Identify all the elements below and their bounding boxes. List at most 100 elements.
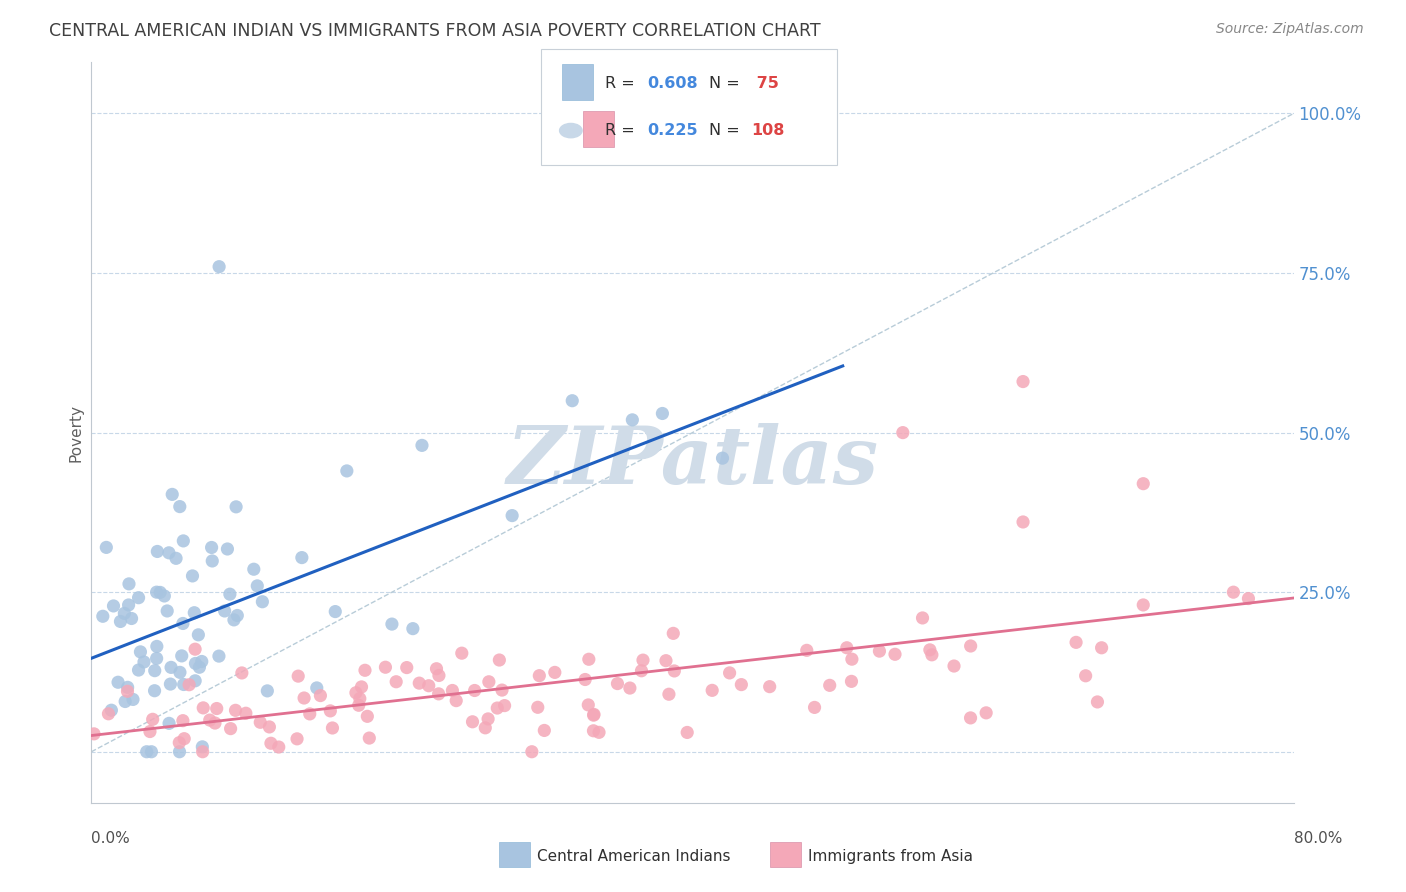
Point [491,683,513,698]
Text: Central American Indians: Central American Indians [537,849,731,863]
Point [974,706,997,720]
Point [1091,640,1114,655]
Point [494,698,516,713]
Point [576,698,599,712]
Point [141,745,163,759]
Point [578,652,600,666]
Point [631,653,654,667]
Point [441,683,464,698]
Point [198,713,221,727]
Point [350,680,373,694]
Point [143,683,166,698]
Point [911,611,934,625]
Point [128,591,150,605]
Point [170,648,193,663]
Point [139,724,162,739]
Point [520,745,543,759]
Point [803,700,825,714]
Point [114,694,136,708]
Point [208,649,231,664]
Point [711,451,734,466]
Point [868,644,890,658]
Point [172,533,194,548]
Text: 0.225: 0.225 [647,123,697,138]
Point [219,722,242,736]
Point [145,651,167,665]
Text: 80.0%: 80.0% [1295,831,1343,846]
Point [153,589,176,603]
Point [621,413,644,427]
Point [526,700,548,714]
Text: 108: 108 [751,123,785,138]
Point [630,664,652,678]
Point [891,425,914,440]
Y-axis label: Poverty: Poverty [67,403,83,462]
Point [177,678,200,692]
Point [256,684,278,698]
Point [172,616,194,631]
Point [287,669,309,683]
Point [149,585,172,599]
Point [1132,476,1154,491]
Point [204,716,226,731]
Point [818,678,841,692]
Point [959,711,981,725]
Point [488,653,510,667]
Point [321,721,343,735]
Point [184,673,207,688]
Point [529,668,551,682]
Point [146,640,169,654]
Point [835,640,858,655]
Point [619,681,641,695]
Point [129,645,152,659]
Point [1074,669,1097,683]
Point [718,665,741,680]
Point [411,438,433,452]
Point [225,703,247,717]
Point [1012,375,1035,389]
Point [943,659,966,673]
Point [702,683,724,698]
Point [959,639,981,653]
Point [100,703,122,717]
Text: Immigrants from Asia: Immigrants from Asia [808,849,973,863]
Point [349,691,371,706]
Point [222,613,245,627]
Point [188,660,211,674]
Point [191,745,214,759]
Point [246,579,269,593]
Point [544,665,567,680]
Text: ZIPatlas: ZIPatlas [506,424,879,501]
Point [110,615,132,629]
Point [655,654,678,668]
Point [1132,598,1154,612]
Text: N =: N = [709,76,745,91]
Point [117,681,139,695]
Point [117,598,139,612]
Point [135,745,157,759]
Point [402,622,425,636]
Point [218,587,240,601]
Point [918,643,941,657]
Point [582,723,605,738]
Point [160,487,183,501]
Point [112,607,135,621]
Point [217,541,239,556]
Point [235,706,257,721]
Point [319,704,342,718]
Point [91,609,114,624]
Text: N =: N = [709,123,745,138]
Point [374,660,396,674]
Point [381,617,404,632]
Point [606,676,628,690]
Point [478,674,501,689]
Point [395,660,418,674]
Point [427,668,450,682]
Point [121,611,143,625]
Point [1012,515,1035,529]
Point [97,706,120,721]
Point [561,393,583,408]
Text: R =: R = [605,123,640,138]
Point [474,721,496,735]
Point [1222,585,1244,599]
